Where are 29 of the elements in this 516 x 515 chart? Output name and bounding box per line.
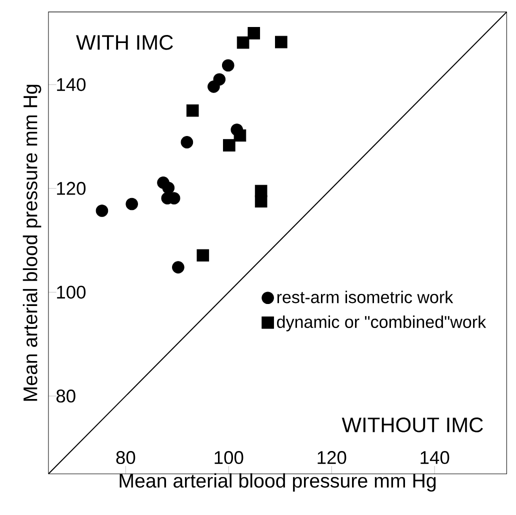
y-tick-label: 120 — [57, 182, 86, 195]
point — [275, 36, 288, 48]
x-tick-label: 140 — [420, 451, 450, 464]
point — [126, 198, 138, 210]
annotation: WITHOUT IMC — [342, 418, 483, 432]
x-axis-title: Mean arterial blood pressure mm Hg — [120, 473, 436, 492]
point — [234, 129, 246, 142]
legend-label: dynamic or "combined"work — [277, 316, 486, 332]
point — [213, 73, 226, 86]
point — [248, 27, 260, 40]
legend-label: rest-arm isometric work — [277, 290, 454, 304]
y-tick-label: 140 — [57, 78, 86, 92]
point — [222, 59, 234, 72]
x-tick-label: 100 — [214, 451, 244, 464]
y-tick-label: 100 — [57, 286, 86, 299]
point — [172, 261, 184, 274]
point — [223, 139, 236, 152]
annotation: WITH IMC — [76, 35, 173, 50]
x-tick-label: 120 — [318, 451, 346, 464]
y-tick-label: 80 — [56, 390, 76, 403]
point — [236, 36, 250, 49]
point — [96, 204, 108, 217]
point — [196, 249, 210, 262]
point — [186, 104, 199, 117]
point — [254, 195, 268, 208]
point — [180, 136, 194, 148]
x-tick-label: 80 — [116, 451, 136, 464]
y-axis-title: Mean arterial blood pressure mm Hg — [22, 84, 42, 401]
point — [162, 182, 175, 194]
